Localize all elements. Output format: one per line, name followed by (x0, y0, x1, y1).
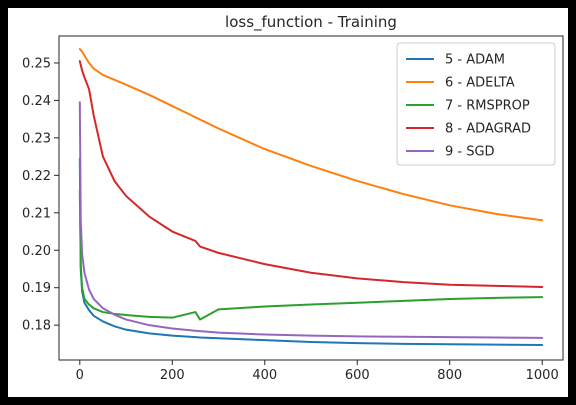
chart-title: loss_function - Training (225, 13, 397, 32)
x-tick-label: 400 (252, 368, 277, 383)
y-tick-label: 0.19 (22, 281, 51, 296)
y-tick-label: 0.24 (22, 94, 51, 109)
y-tick-label: 0.18 (22, 319, 51, 334)
y-tick-label: 0.23 (22, 131, 51, 146)
series-layer (78, 48, 544, 347)
x-tick-label: 800 (437, 368, 462, 383)
series-line-3 (78, 189, 544, 321)
y-axis: 0.18 0.19 0.20 0.21 0.22 0.23 0.24 0.25 (22, 56, 59, 334)
series-line-1 (78, 157, 544, 347)
series-line-4 (78, 60, 544, 288)
x-tick-label: 600 (345, 368, 370, 383)
y-tick-label: 0.25 (22, 56, 51, 71)
plot-area-frame (58, 35, 564, 361)
y-tick-label: 0.22 (22, 169, 51, 184)
legend-label-5: 9 - SGD (445, 145, 495, 160)
series-line-2 (78, 48, 544, 222)
legend-box (396, 42, 556, 166)
series-line-5 (78, 101, 544, 339)
x-tick-label: 200 (160, 368, 185, 383)
legend-label-2: 6 - ADELTA (445, 76, 515, 91)
x-tick-label: 1000 (526, 368, 559, 383)
x-tick-label: 0 (76, 368, 84, 383)
y-tick-label: 0.20 (22, 244, 51, 259)
legend-label-3: 7 - RMSPROP (445, 99, 530, 114)
legend: 5 - ADAM 6 - ADELTA 7 - RMSPROP 8 - ADAGRAD… (396, 42, 556, 166)
y-tick-label: 0.21 (22, 206, 51, 221)
legend-label-4: 8 - ADAGRAD (445, 122, 531, 137)
x-axis: 0 200 400 600 800 1000 (76, 360, 559, 383)
legend-label-1: 5 - ADAM (445, 53, 505, 68)
